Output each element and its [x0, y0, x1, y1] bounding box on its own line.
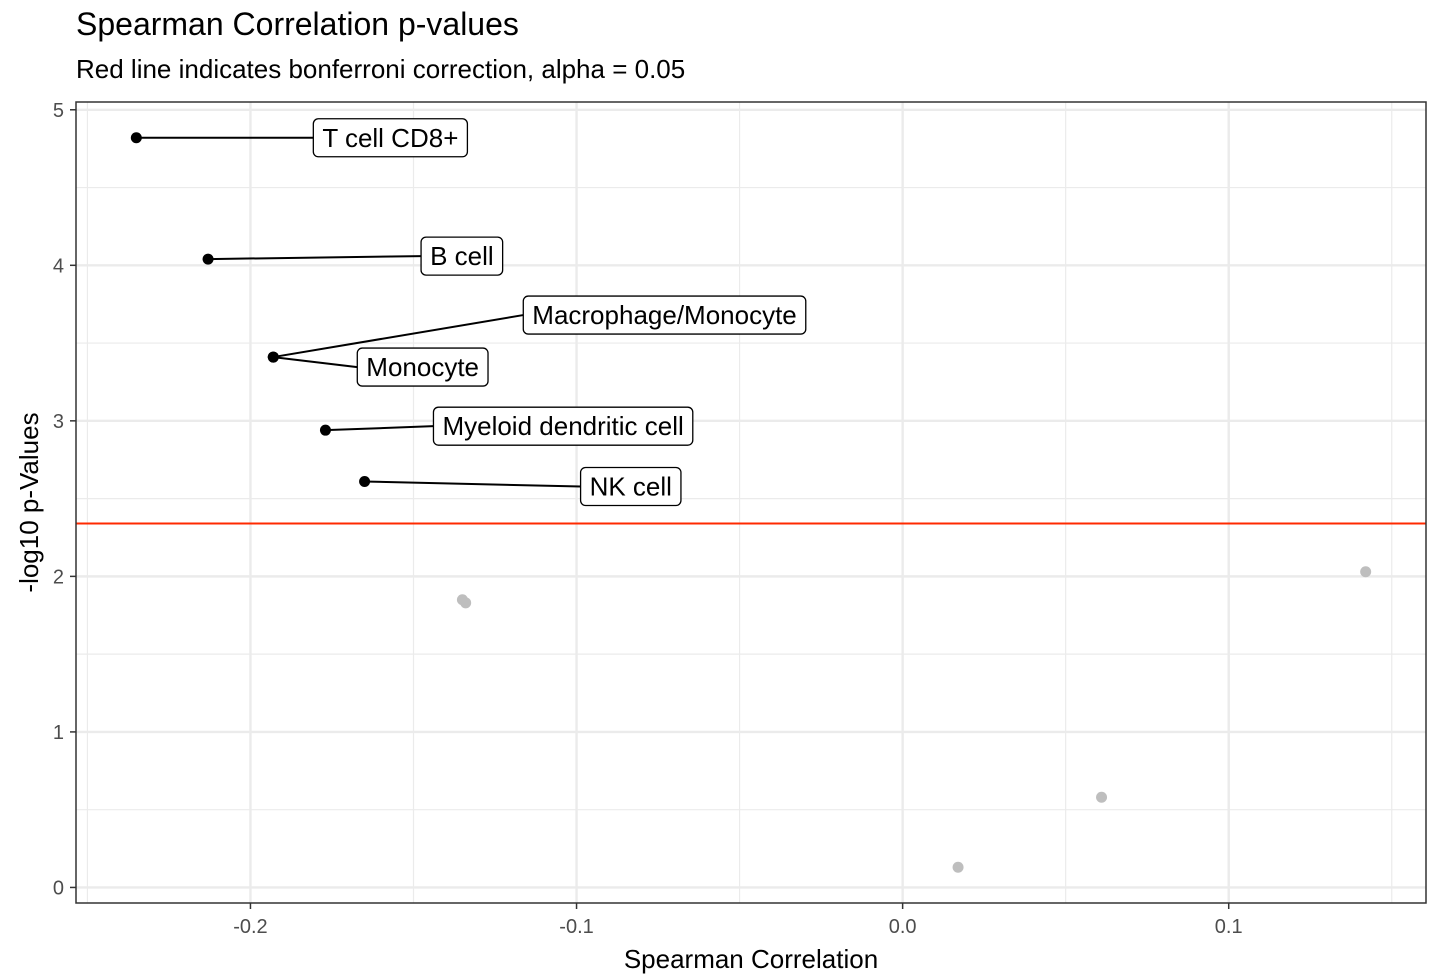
label-box	[356, 347, 489, 387]
label-text: Monocyte	[366, 352, 479, 382]
label-box	[579, 466, 682, 507]
significant-point	[319, 424, 331, 436]
label-text: Myeloid dendritic cell	[442, 411, 683, 441]
x-axis-ticks: -0.2 -0.1 0.0 0.1	[233, 903, 1243, 938]
point-labels: T cell CD8+ B cell Macrophage/Monocyte Mono…	[312, 118, 807, 507]
data-points	[130, 132, 1372, 873]
x-tick-label: 0.1	[1215, 916, 1243, 938]
y-tick-label: 1	[53, 722, 64, 744]
label-text: Macrophage/Monocyte	[532, 300, 796, 330]
label-connector	[273, 356, 358, 369]
point-label: Monocyte	[356, 347, 489, 387]
grid-major	[76, 102, 1426, 903]
label-connector	[273, 314, 524, 359]
x-axis-title: Spearman Correlation	[624, 944, 878, 974]
point-label: B cell	[420, 236, 504, 276]
grid-minor	[76, 102, 1426, 903]
label-connectors	[136, 136, 581, 488]
nonsignificant-point	[1096, 791, 1108, 803]
label-text: T cell CD8+	[322, 123, 458, 153]
label-box	[420, 236, 504, 276]
point-label: Macrophage/Monocyte	[522, 295, 807, 335]
y-tick-label: 3	[53, 411, 64, 433]
significant-point	[267, 351, 279, 363]
significant-point	[130, 132, 142, 144]
significant-point	[202, 253, 214, 265]
label-connector	[208, 255, 422, 261]
nonsignificant-point	[1360, 566, 1372, 578]
nonsignificant-point	[460, 597, 472, 609]
point-label: Myeloid dendritic cell	[432, 406, 694, 446]
y-tick-label: 4	[53, 255, 64, 277]
x-tick-label: -0.2	[233, 916, 267, 938]
label-box	[312, 118, 469, 158]
nonsignificant-point	[952, 861, 964, 873]
x-tick-label: -0.1	[559, 916, 593, 938]
significant-point	[359, 476, 371, 488]
chart-title: Spearman Correlation p-values	[76, 6, 519, 42]
label-text: NK cell	[590, 472, 672, 502]
chart-subtitle: Red line indicates bonferroni correction…	[76, 54, 686, 84]
label-text: B cell	[430, 241, 494, 271]
x-tick-label: 0.0	[889, 916, 917, 938]
y-axis-title: -log10 p-Values	[14, 412, 44, 592]
y-tick-label: 5	[53, 100, 64, 122]
label-box	[432, 406, 694, 446]
y-tick-label: 0	[53, 877, 64, 899]
point-label: T cell CD8+	[312, 118, 469, 158]
label-connector	[364, 480, 581, 488]
label-connector	[325, 425, 434, 432]
point-label: NK cell	[579, 466, 682, 507]
y-tick-label: 2	[53, 566, 64, 588]
label-box	[522, 295, 807, 335]
plot-panel-border	[75, 101, 1427, 904]
y-axis-ticks: 0 1 2 3 4 5	[53, 100, 76, 899]
